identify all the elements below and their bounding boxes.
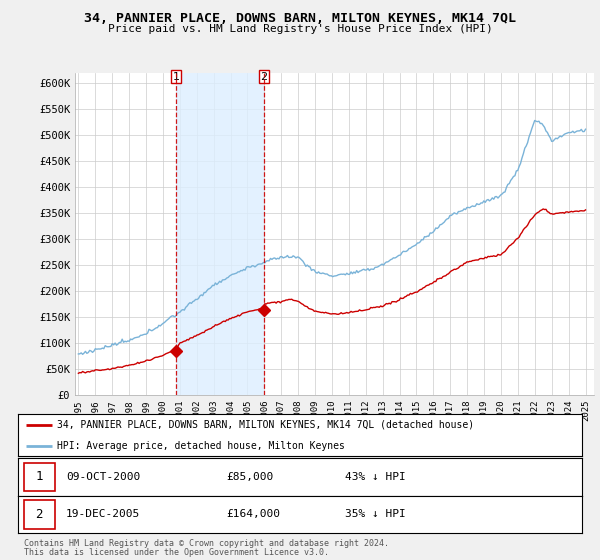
Text: 43% ↓ HPI: 43% ↓ HPI — [345, 472, 406, 482]
Text: £164,000: £164,000 — [227, 510, 281, 519]
Bar — [23, 500, 55, 529]
Text: Price paid vs. HM Land Registry's House Price Index (HPI): Price paid vs. HM Land Registry's House … — [107, 24, 493, 34]
Bar — [23, 463, 55, 491]
Text: 09-OCT-2000: 09-OCT-2000 — [66, 472, 140, 482]
Text: This data is licensed under the Open Government Licence v3.0.: This data is licensed under the Open Gov… — [24, 548, 329, 557]
Text: 35% ↓ HPI: 35% ↓ HPI — [345, 510, 406, 519]
Text: 19-DEC-2005: 19-DEC-2005 — [66, 510, 140, 519]
Text: 2: 2 — [260, 72, 268, 82]
Text: £85,000: £85,000 — [227, 472, 274, 482]
Text: 34, PANNIER PLACE, DOWNS BARN, MILTON KEYNES, MK14 7QL: 34, PANNIER PLACE, DOWNS BARN, MILTON KE… — [84, 12, 516, 25]
Text: 1: 1 — [172, 72, 179, 82]
Text: 1: 1 — [35, 470, 43, 483]
Text: HPI: Average price, detached house, Milton Keynes: HPI: Average price, detached house, Milt… — [58, 441, 346, 451]
Text: 2: 2 — [35, 508, 43, 521]
Text: Contains HM Land Registry data © Crown copyright and database right 2024.: Contains HM Land Registry data © Crown c… — [24, 539, 389, 548]
Bar — [176, 73, 264, 395]
Text: 34, PANNIER PLACE, DOWNS BARN, MILTON KEYNES, MK14 7QL (detached house): 34, PANNIER PLACE, DOWNS BARN, MILTON KE… — [58, 420, 475, 430]
